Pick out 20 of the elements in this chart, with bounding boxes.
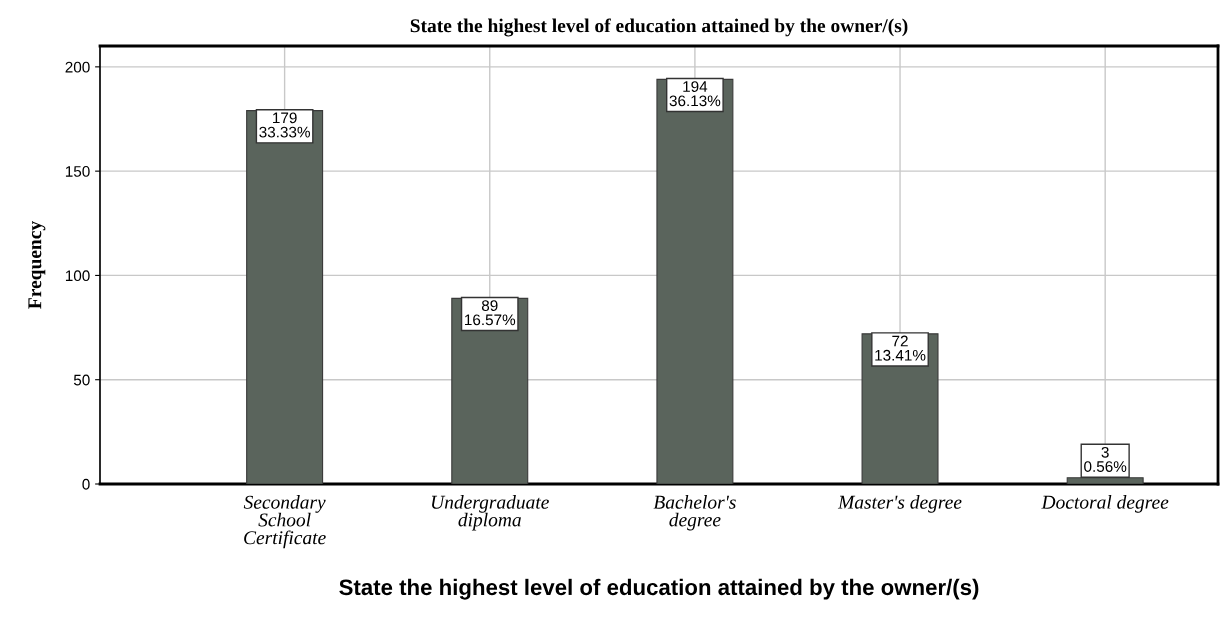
y-tick-label: 0 [82, 478, 90, 490]
data-label: 179 33.33% [259, 112, 310, 138]
data-label: 194 36.13% [669, 81, 721, 107]
x-axis-title: State the highest level of education attained by the owner/(s) [339, 578, 979, 600]
x-tick-label: Secondary School Certificate [243, 495, 326, 549]
y-tick-label: 150 [65, 166, 90, 177]
y-axis-title: Frequency [28, 221, 46, 309]
x-tick-label: Undergraduate diploma [431, 495, 549, 531]
bar [656, 78, 734, 484]
data-label: 72 13.41% [875, 335, 926, 361]
bar [246, 110, 324, 484]
y-tick-label: 50 [73, 374, 90, 386]
y-tick-label: 200 [65, 61, 90, 73]
x-tick-label: Bachelor's degree [653, 495, 736, 531]
y-tick-label: 100 [65, 270, 90, 282]
data-label: 3 0.56% [1084, 446, 1127, 472]
x-tick-label: Doctoral degree [1041, 495, 1169, 513]
data-label: 89 16.57% [465, 300, 516, 326]
x-tick-label: Master's degree [837, 495, 962, 513]
chart-title: State the highest level of education attained by the owner/(s) [410, 18, 908, 37]
